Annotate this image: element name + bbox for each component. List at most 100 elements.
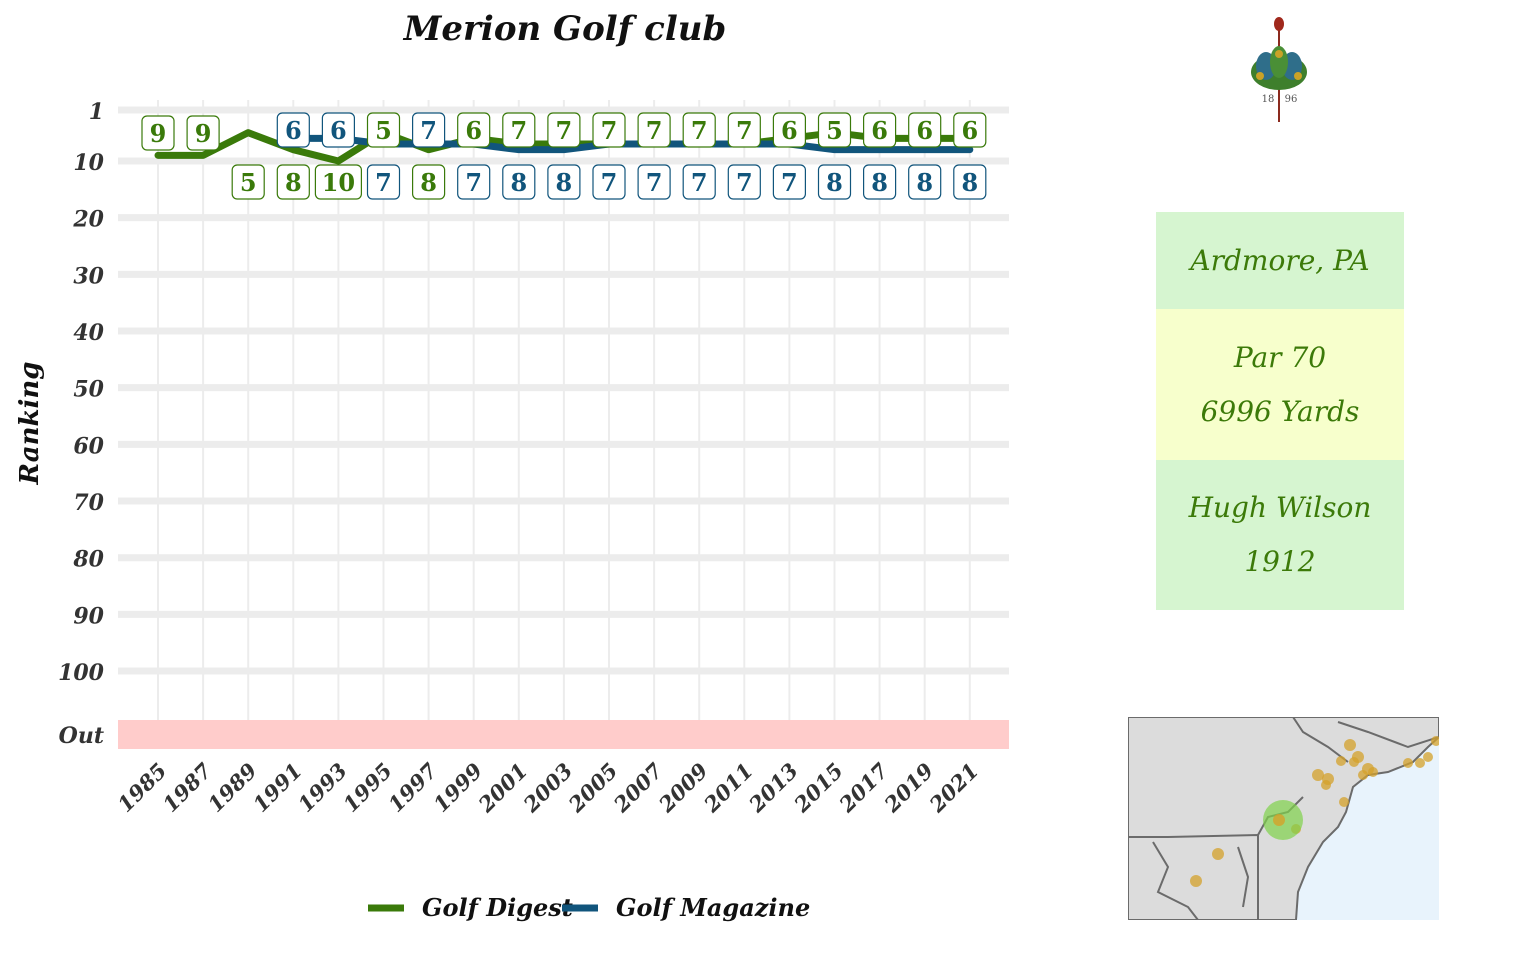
data-label-golf-magazine-box <box>908 164 942 200</box>
data-label-golf-magazine-box <box>862 164 897 200</box>
data-label-golf-digest-text: 7 <box>646 116 663 145</box>
data-label-golf-digest-text: 6 <box>465 116 482 145</box>
series-line-golf-magazine <box>289 134 974 154</box>
data-label-golf-digest-text: 7 <box>736 116 753 145</box>
data-label-golf-digest-box <box>953 112 987 148</box>
data-label-golf-magazine-box <box>321 112 355 148</box>
data-label-golf-magazine: 8 <box>862 164 897 200</box>
data-label-golf-magazine-box <box>547 164 581 200</box>
location-box: Ardmore, PA <box>1156 212 1404 309</box>
data-label-golf-digest-text: 6 <box>961 116 978 145</box>
data-label-golf-digest-box <box>908 112 942 148</box>
data-label-golf-magazine-box <box>682 164 716 200</box>
legend: Golf Digest Golf Magazine <box>368 893 810 922</box>
data-label-golf-digest-box <box>637 112 671 148</box>
x-tick-label: 2019 <box>879 758 939 818</box>
data-label-golf-digest: 5 <box>817 112 852 148</box>
data-label-golf-digest-box <box>502 112 536 148</box>
data-label-golf-digest-box <box>727 112 761 148</box>
x-tick-label: 1987 <box>158 758 217 817</box>
data-label-golf-magazine-box <box>276 112 310 148</box>
x-tick-label: 2011 <box>698 758 758 818</box>
data-label-golf-digest-box <box>412 164 446 200</box>
y-tick-label: 50 <box>73 377 104 403</box>
x-tick-label: 1997 <box>383 758 442 817</box>
data-label-golf-magazine-text: 6 <box>285 116 302 145</box>
data-label-golf-digest-box <box>772 112 807 148</box>
course-stats-box: Par 70 6996 Yards <box>1156 309 1404 460</box>
location-text: Ardmore, PA <box>1190 243 1370 277</box>
x-tick-label: 2007 <box>608 758 668 818</box>
data-label-golf-digest: 10 <box>314 164 362 200</box>
data-label-golf-digest-box <box>682 112 716 148</box>
y-tick-label: 30 <box>73 263 104 289</box>
data-label-golf-magazine: 6 <box>276 112 310 148</box>
y-tick-label: 20 <box>72 207 104 233</box>
data-label-golf-magazine: 8 <box>953 164 987 200</box>
grid <box>118 100 1009 748</box>
y-axis-label: Ranking <box>15 362 45 486</box>
data-label-golf-digest-box <box>141 115 175 151</box>
data-label-golf-digest: 5 <box>366 112 401 148</box>
data-label-golf-magazine-text: 8 <box>826 168 843 197</box>
y-axis-ticks: 1 10 20 30 40 50 60 70 80 90 100 Out <box>58 99 105 749</box>
data-label-golf-digest-text: 8 <box>420 168 437 197</box>
x-tick-label: 2009 <box>653 758 713 818</box>
data-label-golf-digest-text: 6 <box>916 116 933 145</box>
x-axis-ticks: 1985198719891991199319951997199920012003… <box>113 758 984 818</box>
data-label-golf-digest: 7 <box>592 112 626 148</box>
x-tick-label: 2001 <box>473 758 533 818</box>
y-tick-label: 70 <box>73 490 104 516</box>
data-label-golf-magazine: 7 <box>727 164 761 200</box>
data-label-golf-magazine-text: 8 <box>556 168 573 197</box>
northeast-us-map <box>1127 716 1441 921</box>
architect-text: Hugh Wilson <box>1188 491 1372 524</box>
data-label-golf-digest: 7 <box>502 112 536 148</box>
x-tick-label: 2013 <box>743 758 803 818</box>
data-label-golf-magazine: 8 <box>502 164 536 200</box>
data-label-golf-magazine-text: 7 <box>781 168 798 197</box>
data-label-golf-magazine-box <box>457 164 491 200</box>
x-tick-label: 1993 <box>293 758 352 817</box>
y-tick-label: 90 <box>73 603 104 629</box>
data-label-golf-digest-box <box>231 164 265 200</box>
data-label-golf-magazine-text: 7 <box>691 168 708 197</box>
data-label-golf-digest: 8 <box>412 164 446 200</box>
y-tick-label: 40 <box>73 320 104 346</box>
data-label-golf-magazine-text: 7 <box>465 168 482 197</box>
data-label-golf-digest-text: 9 <box>195 119 212 148</box>
data-label-golf-magazine-box <box>502 164 536 200</box>
data-label-golf-digest-text: 10 <box>322 168 355 197</box>
y-tick-label: Out <box>59 723 104 749</box>
data-label-golf-digest-text: 5 <box>240 168 257 197</box>
data-label-golf-magazine: 6 <box>321 112 355 148</box>
data-label-golf-magazine-box <box>366 164 401 200</box>
data-label-golf-digest-text: 5 <box>375 116 392 145</box>
data-label-golf-magazine: 7 <box>366 164 401 200</box>
data-label-golf-digest-text: 6 <box>871 116 888 145</box>
chart-title: Merion Golf club <box>403 9 727 49</box>
y-tick-label: 80 <box>72 547 104 573</box>
data-label-golf-magazine: 7 <box>412 112 446 148</box>
par-text: Par 70 <box>1233 340 1327 374</box>
legend-label-1: Golf Magazine <box>616 893 810 922</box>
x-tick-label: 1991 <box>248 758 307 817</box>
data-label-golf-magazine: 7 <box>772 164 807 200</box>
data-label-golf-digest: 6 <box>862 112 897 148</box>
data-label-golf-digest-text: 8 <box>285 168 302 197</box>
data-label-golf-magazine-text: 7 <box>736 168 753 197</box>
data-label-golf-digest: 7 <box>637 112 671 148</box>
data-label-golf-digest-box <box>457 112 491 148</box>
data-label-golf-digest: 5 <box>231 164 265 200</box>
data-label-golf-magazine-text: 7 <box>420 116 437 145</box>
data-label-golf-magazine-box <box>412 112 446 148</box>
x-tick-label: 1989 <box>203 758 262 817</box>
data-label-golf-magazine: 7 <box>682 164 716 200</box>
x-tick-label: 2021 <box>924 758 984 818</box>
data-label-golf-magazine-text: 6 <box>330 116 347 145</box>
data-label-golf-magazine-box <box>637 164 671 200</box>
y-tick-label: 60 <box>73 433 104 459</box>
data-label-golf-magazine-text: 7 <box>375 168 392 197</box>
